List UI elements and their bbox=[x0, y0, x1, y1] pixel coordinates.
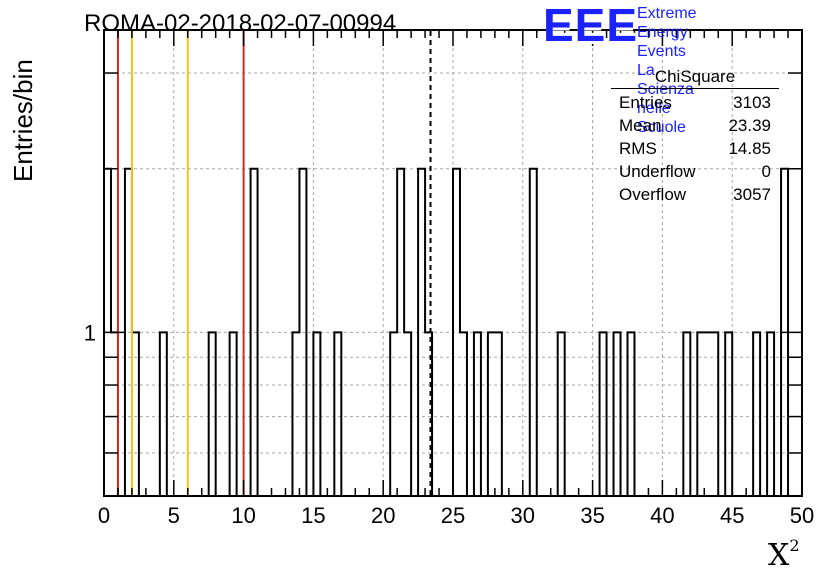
x-tick-label: 50 bbox=[790, 503, 814, 528]
histogram-bin bbox=[753, 332, 760, 496]
histogram-bin bbox=[404, 332, 411, 496]
histogram-bin bbox=[628, 332, 635, 496]
stats-value: 3103 bbox=[733, 93, 771, 112]
histogram-bin bbox=[488, 332, 495, 496]
histogram-bin bbox=[704, 332, 711, 496]
histogram-bin bbox=[474, 332, 481, 496]
histogram-bin bbox=[292, 332, 299, 496]
stats-row: Entries 3103 bbox=[611, 91, 779, 114]
x-tick-label: 15 bbox=[301, 503, 325, 528]
x-tick-label: 30 bbox=[511, 503, 535, 528]
histogram-bin bbox=[299, 169, 306, 496]
reference-lines bbox=[116, 31, 432, 496]
stats-rows: Entries 3103 Mean 23.39 RMS 14.85 Underflow 0 Ov… bbox=[611, 91, 779, 206]
logo-text: Extreme Energy Events La Scienza nelle S… bbox=[637, 4, 697, 137]
logo-line-1: Extreme Energy Events bbox=[637, 5, 697, 60]
histogram-bin bbox=[600, 332, 607, 496]
histogram-bin bbox=[230, 332, 237, 496]
stats-title: ChiSquare bbox=[611, 67, 779, 89]
histogram-bin bbox=[390, 332, 397, 496]
histogram-bin bbox=[697, 332, 704, 496]
histogram-bin bbox=[334, 332, 341, 496]
histogram-bin bbox=[683, 332, 690, 496]
histogram-bin bbox=[418, 169, 425, 496]
histogram-bin bbox=[251, 169, 258, 496]
stats-value: 3057 bbox=[733, 185, 771, 204]
histogram-bin bbox=[460, 332, 467, 496]
logo-mark: EEE bbox=[543, 0, 639, 51]
histogram-bin bbox=[558, 332, 565, 496]
histogram-bin bbox=[711, 332, 718, 496]
tick-labels: 0 5 10 15 20 25 30 35 40 45 50 1 bbox=[84, 320, 814, 528]
stats-row: Mean 23.39 bbox=[611, 114, 779, 137]
histogram-bin bbox=[209, 332, 216, 496]
histogram-outline bbox=[103, 167, 790, 496]
histogram-bars bbox=[103, 167, 790, 496]
stats-label: RMS bbox=[619, 139, 657, 158]
x-tick-label: 25 bbox=[441, 503, 465, 528]
histogram-bin bbox=[725, 332, 732, 496]
x-axis-label-superscript: 2 bbox=[789, 536, 800, 555]
x-tick-label: 10 bbox=[231, 503, 255, 528]
x-tick-label: 35 bbox=[580, 503, 604, 528]
stats-label: Entries bbox=[619, 93, 672, 112]
stats-value: 0 bbox=[761, 162, 771, 181]
x-axis-label: X2 bbox=[768, 536, 800, 573]
stats-row: Underflow 0 bbox=[611, 160, 779, 183]
x-tick-label: 45 bbox=[720, 503, 744, 528]
x-tick-label: 40 bbox=[650, 503, 674, 528]
stats-row: Overflow 3057 bbox=[611, 183, 779, 206]
histogram-bin bbox=[397, 169, 404, 496]
stats-value: 14.85 bbox=[728, 139, 771, 158]
chart-title: ROMA-02-2018-02-07-00994 bbox=[84, 10, 397, 37]
histogram-bin bbox=[313, 332, 320, 496]
x-tick-label: 5 bbox=[168, 503, 180, 528]
y-axis-label: Entries/bin bbox=[8, 59, 38, 182]
x-tick-label: 20 bbox=[371, 503, 395, 528]
stats-label: Underflow bbox=[619, 162, 696, 181]
stats-label: Mean bbox=[619, 116, 662, 135]
y-tick-label: 1 bbox=[84, 320, 96, 345]
stats-row: RMS 14.85 bbox=[611, 137, 779, 160]
histogram-bin bbox=[453, 169, 460, 496]
stats-label: Overflow bbox=[619, 185, 687, 204]
x-tick-label: 0 bbox=[98, 503, 110, 528]
logo-line-2: La Scienza nelle Scuole bbox=[637, 62, 694, 136]
histogram-bin bbox=[495, 332, 502, 496]
histogram-bin bbox=[132, 332, 139, 496]
histogram-bin bbox=[614, 332, 621, 496]
stats-value: 23.39 bbox=[728, 116, 771, 135]
axis-ticks bbox=[103, 30, 803, 496]
stats-box: ChiSquare Entries 3103 Mean 23.39 RMS 14.85 Un… bbox=[611, 67, 779, 206]
x-axis-label-text: X2 bbox=[768, 536, 800, 573]
histogram-bin bbox=[530, 169, 537, 496]
histogram-bin bbox=[767, 332, 774, 496]
histogram-bin bbox=[160, 332, 167, 496]
